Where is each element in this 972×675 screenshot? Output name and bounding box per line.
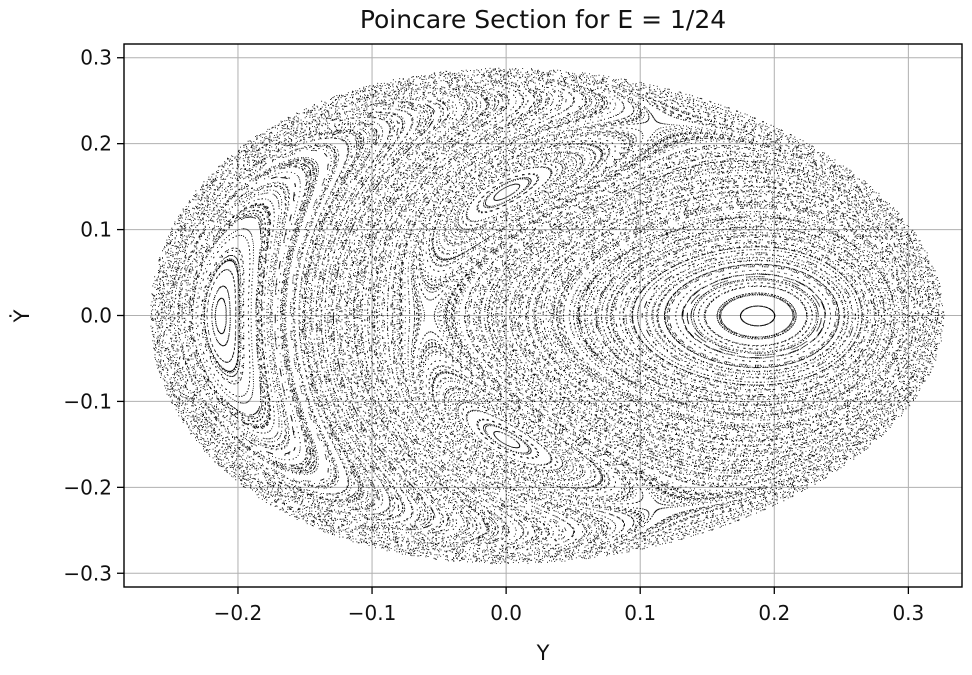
chart-title: Poincare Section for E = 1/24: [360, 5, 726, 34]
y-axis-label: Ẏ: [9, 309, 34, 323]
plot-frame: [123, 43, 963, 588]
y-tick-label: 0.3: [80, 46, 112, 70]
y-tick-label: 0.1: [80, 218, 112, 242]
x-tick-label: 0.3: [892, 601, 924, 625]
x-tick-label: 0.1: [624, 601, 656, 625]
y-tick-label: −0.3: [63, 561, 112, 585]
section-points: [150, 67, 945, 565]
y-tick-label: 0.0: [80, 304, 112, 328]
y-tick-label: −0.2: [63, 475, 112, 499]
x-axis-label: Y: [536, 641, 550, 665]
x-tick-label: −0.1: [348, 601, 397, 625]
x-tick-label: 0.2: [758, 601, 790, 625]
axes: −0.2 −0.1 0.0 0.1 0.2 0.3 0.3 0.2 0.1 0.0 −0.1 −0.2…: [63, 43, 963, 625]
y-tick-label: −0.1: [63, 389, 112, 413]
x-tick-label: 0.0: [490, 601, 522, 625]
x-tick-label: −0.2: [214, 601, 263, 625]
y-tick-label: 0.2: [80, 132, 112, 156]
data-points: [150, 67, 945, 565]
